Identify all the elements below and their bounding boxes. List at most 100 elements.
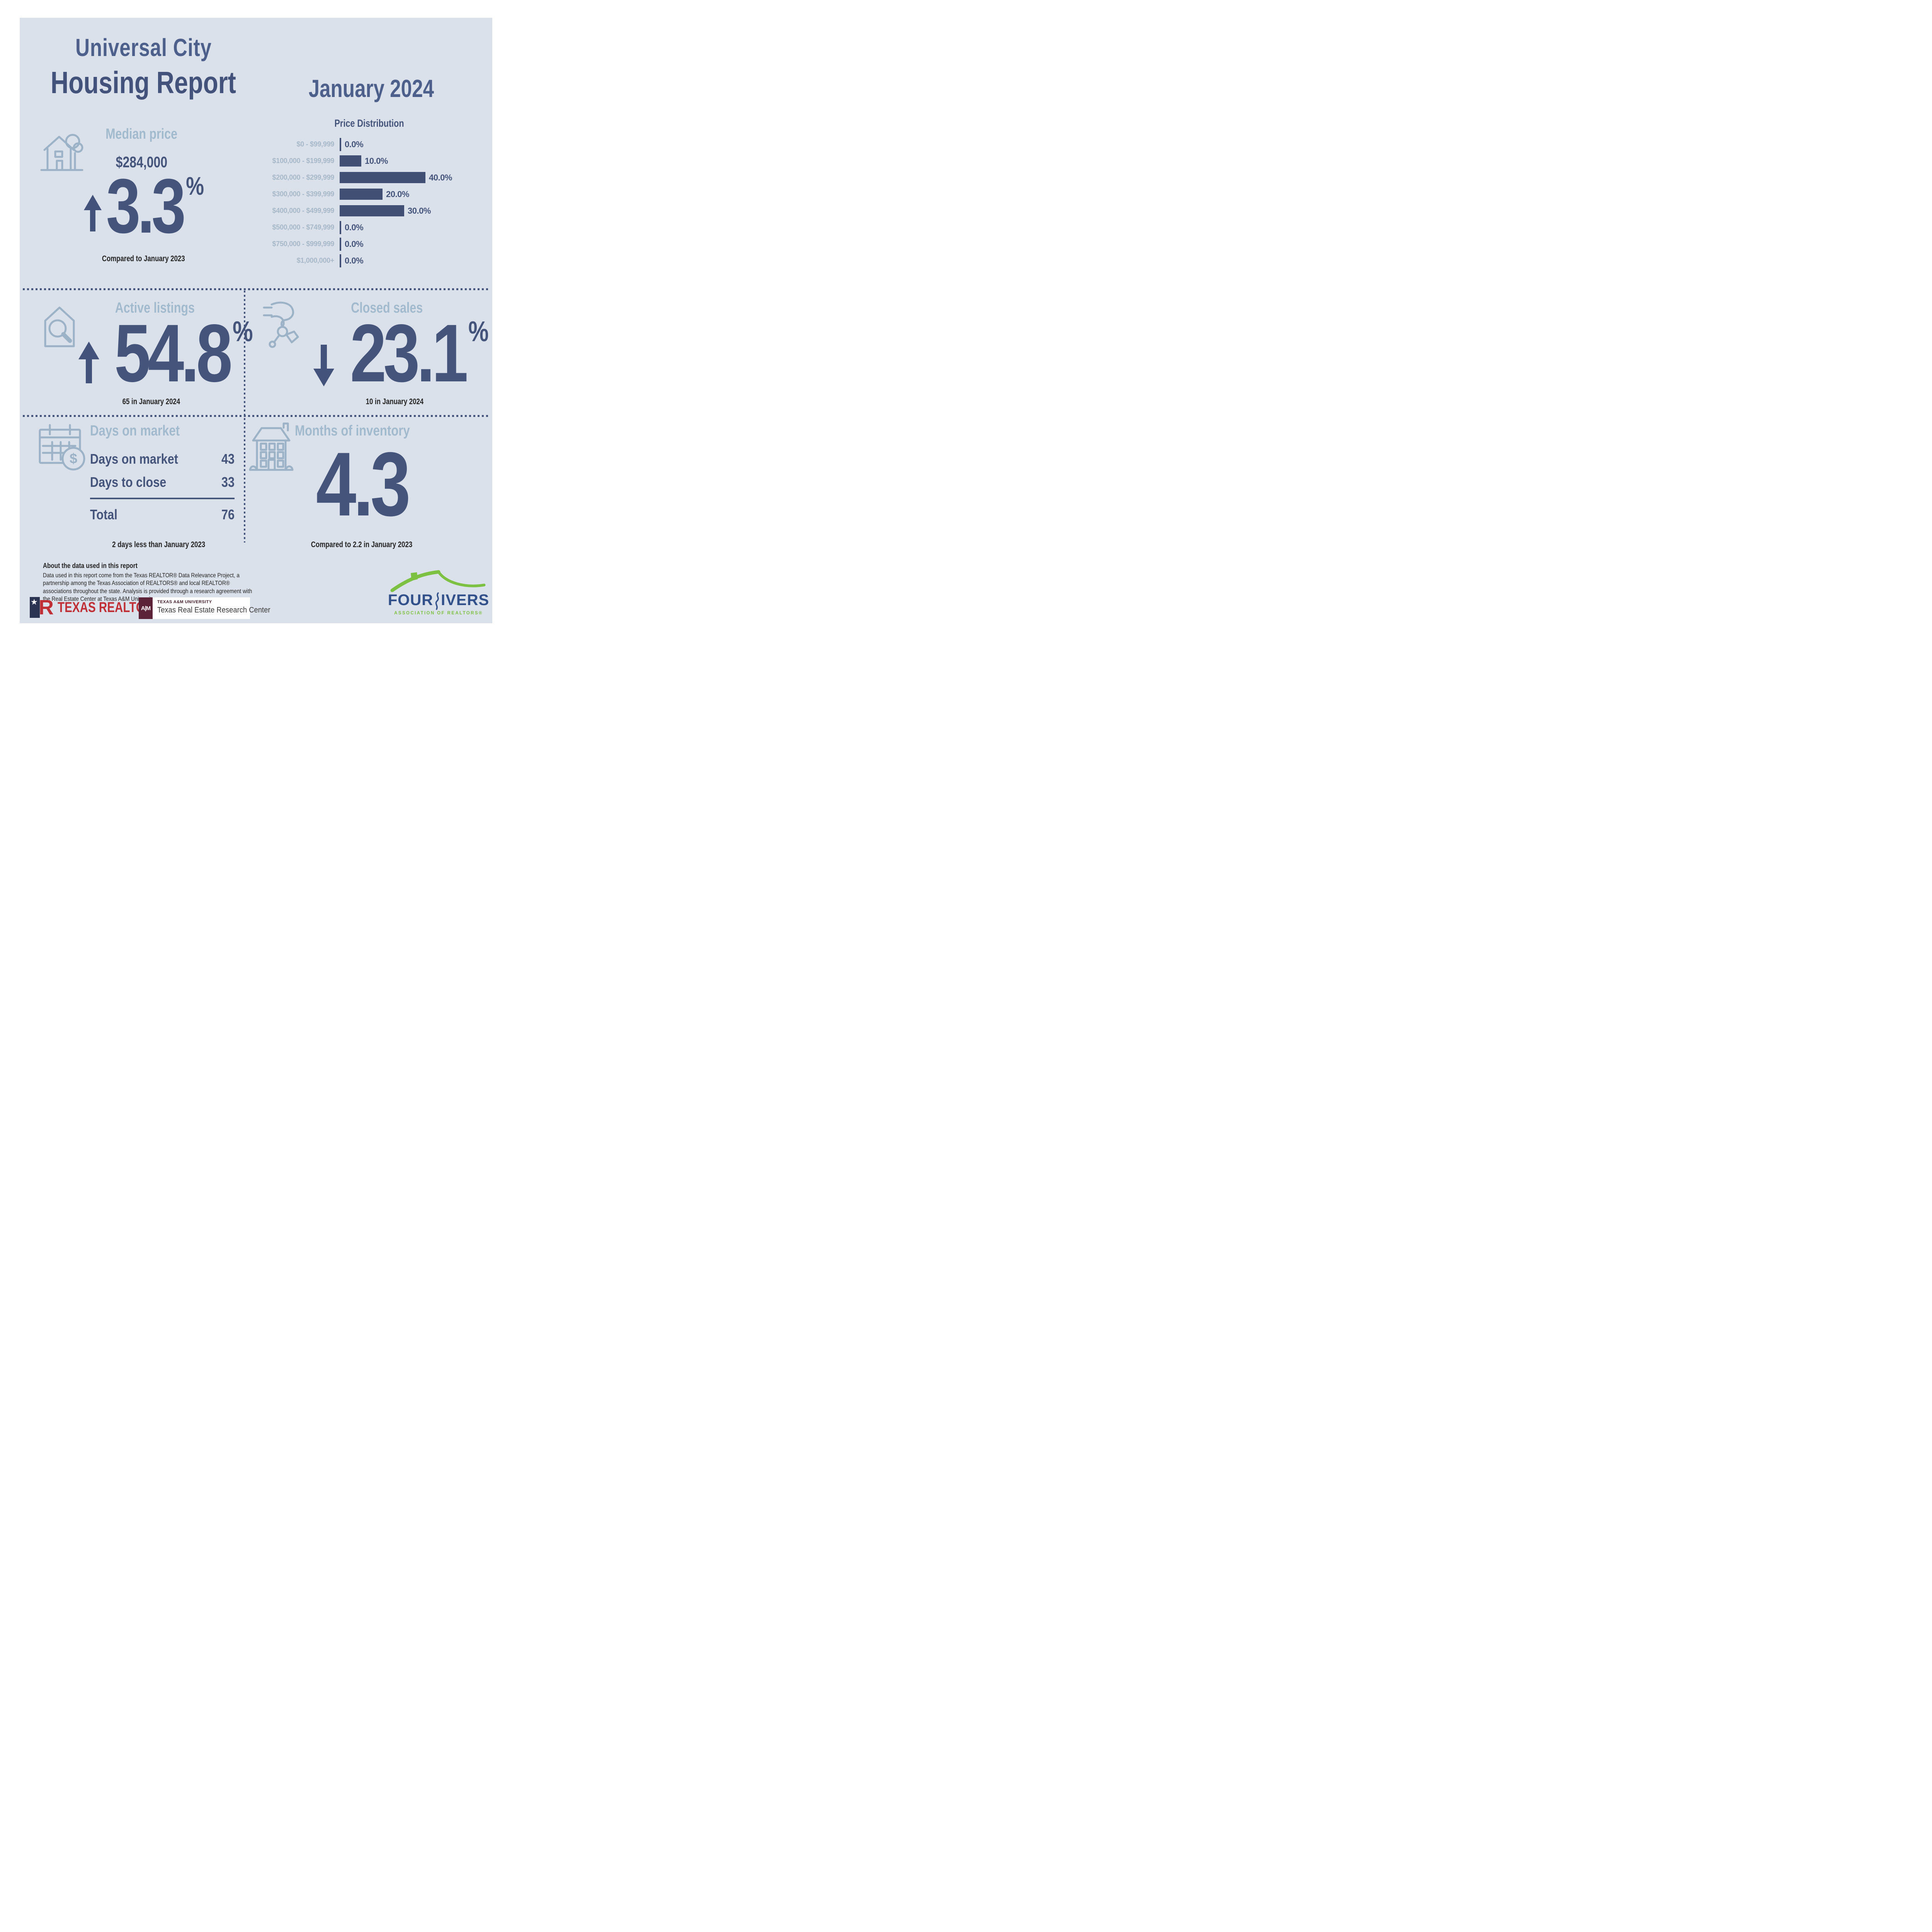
period-title-text: January 2024 (308, 75, 434, 102)
months-of-inventory-value-text: 4.3 (316, 433, 410, 535)
chart-row: $0 - $99,999 0.0% (237, 136, 452, 153)
report-title-text: Housing Report (51, 65, 236, 100)
chart-value-label: 20.0% (386, 189, 409, 199)
closed-sales-percent-sign: % (468, 315, 489, 347)
chart-category-label: $0 - $99,999 (296, 140, 335, 148)
tamu-research-center-logo: A|M TEXAS A&M UNIVERSITY Texas Real Esta… (139, 597, 270, 619)
chart-row: $400,000 - $499,999 30.0% (237, 202, 452, 219)
months-of-inventory-value: 4.3 (282, 439, 441, 529)
chart-row: $100,000 - $199,999 10.0% (237, 153, 452, 169)
chart-bar-area: 0.0% (340, 138, 364, 151)
days-on-market-caption: 2 days less than January 2023 (78, 540, 240, 549)
closed-sales-caption: 10 in January 2024 (313, 397, 476, 406)
calendar-dollar-icon: $ (37, 422, 88, 471)
chart-bar-area: 10.0% (340, 155, 388, 167)
report-title: Housing Report (24, 65, 263, 100)
star-icon: ★ (31, 598, 38, 607)
active-listings-caption-text: 65 in January 2024 (122, 397, 180, 406)
price-distribution-title: Price Distribution (267, 117, 472, 129)
table-row: Days on market 43 (90, 447, 235, 471)
chart-category-label: $750,000 - $999,999 (272, 240, 335, 248)
months-of-inventory-heading-text: Months of inventory (295, 423, 410, 439)
days-on-market-heading: Days on market (90, 423, 199, 439)
active-listings-heading: Active listings (78, 300, 232, 316)
total-value: 76 (221, 507, 235, 522)
months-of-inventory-heading: Months of inventory (295, 423, 435, 439)
days-on-market-caption-text: 2 days less than January 2023 (112, 540, 206, 549)
median-price-change-value: 3.3 (106, 163, 185, 249)
roof-icon (390, 570, 486, 592)
closed-sales-caption-text: 10 in January 2024 (366, 397, 423, 406)
chart-value-label: 0.0% (345, 255, 364, 265)
months-of-inventory-caption-text: Compared to 2.2 in January 2023 (311, 540, 413, 549)
tamu-university-label: TEXAS A&M UNIVERSITY (157, 600, 212, 604)
table-row: Days to close 33 (90, 471, 235, 494)
active-listings-percent-sign: % (232, 315, 253, 347)
chart-row: $200,000 - $299,999 40.0% (237, 169, 452, 186)
four-rivers-word-a: FOUR (388, 592, 434, 609)
horizontal-divider-middle (23, 415, 489, 417)
chart-category-label: $100,000 - $199,999 (272, 157, 335, 165)
flag-icon: ★ (30, 597, 40, 618)
price-distribution-title-text: Price Distribution (334, 117, 405, 129)
chart-category-label: $500,000 - $749,999 (272, 223, 335, 231)
days-on-market-table: Days on market 43 Days to close 33 Total… (90, 447, 235, 527)
active-listings-caption: 65 in January 2024 (70, 397, 232, 406)
atm-monogram: A|M (139, 597, 153, 619)
chart-value-label: 30.0% (408, 206, 431, 216)
median-price-heading: Median price (70, 126, 213, 143)
chart-category-label: $200,000 - $299,999 (272, 173, 335, 181)
median-price-heading-text: Median price (105, 126, 177, 142)
chart-bar-area: 40.0% (340, 172, 452, 183)
months-of-inventory-caption: Compared to 2.2 in January 2023 (275, 540, 449, 549)
days-on-market-row-label: Days on market (90, 451, 178, 467)
svg-text:$: $ (70, 451, 77, 466)
house-search-icon (41, 298, 78, 349)
up-arrow-icon (84, 195, 102, 231)
tamu-text-panel: TEXAS A&M UNIVERSITY Texas Real Estate R… (153, 597, 270, 619)
chart-bar (340, 237, 341, 251)
chart-row: $500,000 - $749,999 0.0% (237, 219, 452, 236)
chart-category-label: $400,000 - $499,999 (272, 207, 335, 214)
chart-bar (340, 205, 404, 216)
chart-category-label: $1,000,000+ (296, 257, 335, 264)
active-listings-change-value: 54.8 (114, 307, 233, 399)
city-title-text: Universal City (75, 34, 212, 61)
period-title: January 2024 (267, 74, 476, 103)
chart-bar (340, 189, 383, 200)
median-price-percent-sign: % (185, 172, 204, 200)
chart-bar-area: 0.0% (340, 237, 364, 251)
days-to-close-row-label: Days to close (90, 474, 167, 490)
table-total-row: Total 76 (90, 502, 235, 527)
days-on-market-row-value: 43 (221, 451, 235, 467)
up-arrow-icon (78, 342, 99, 383)
chart-bar (340, 138, 341, 151)
four-rivers-wordmark: FOUR IVERS (388, 592, 489, 610)
closed-sales-heading-text: Closed sales (351, 300, 423, 316)
about-section: About the data used in this report Data … (43, 562, 253, 603)
median-price-caption-text: Compared to January 2023 (102, 254, 185, 263)
days-to-close-row-value: 33 (221, 474, 235, 490)
chart-category-label: $300,000 - $399,999 (272, 190, 335, 198)
chart-bar (340, 221, 341, 234)
table-divider (90, 498, 235, 499)
days-on-market-heading-text: Days on market (90, 423, 180, 439)
closed-sales-change-value: 23.1 (350, 307, 468, 399)
chart-bar (340, 155, 361, 167)
horizontal-divider-top (23, 288, 489, 290)
about-heading: About the data used in this report (43, 562, 138, 570)
chart-bar-area: 20.0% (340, 189, 409, 200)
active-listings-heading-text: Active listings (115, 300, 195, 316)
closed-sales-heading: Closed sales (306, 300, 468, 316)
price-distribution-rows: $0 - $99,999 0.0% $100,000 - $199,999 10.0%… (237, 136, 452, 269)
total-label: Total (90, 507, 117, 522)
chart-value-label: 0.0% (345, 139, 364, 149)
closed-sales-change: 23.1% (333, 312, 489, 394)
chart-bar-area: 0.0% (340, 254, 364, 267)
about-body: Data used in this report come from the T… (43, 572, 252, 602)
median-price-value-text: $284,000 (116, 154, 167, 171)
chart-bar-area: 30.0% (340, 205, 431, 216)
active-listings-change: 54.8% (97, 312, 253, 394)
chart-value-label: 10.0% (365, 156, 388, 166)
city-title: Universal City (24, 33, 263, 62)
